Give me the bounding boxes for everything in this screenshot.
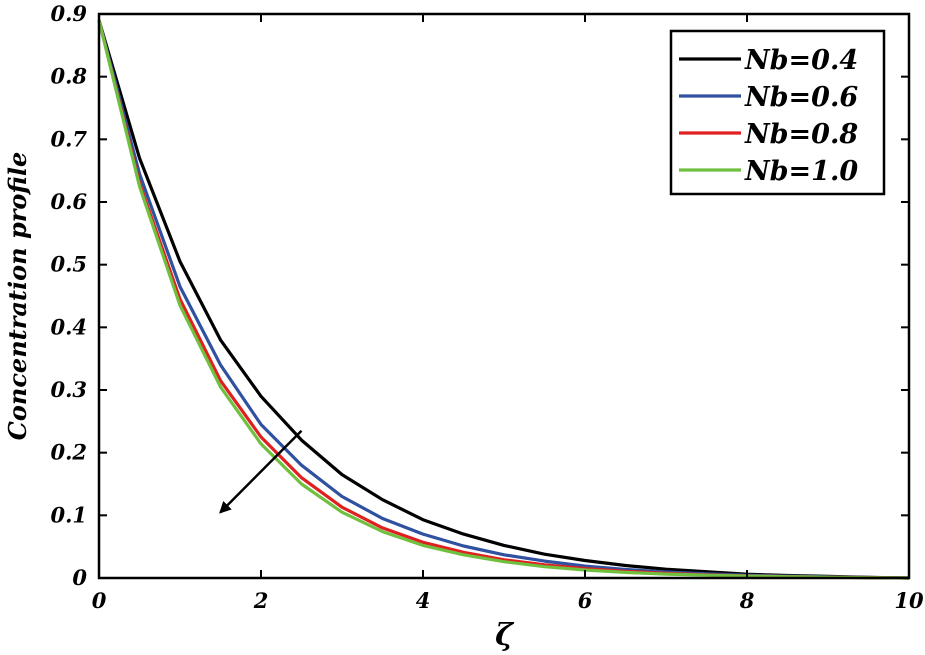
y-tick-label: 0.5 <box>50 252 87 277</box>
legend-label-4: Nb=1.0 <box>744 156 858 187</box>
y-tick-label: 0.6 <box>50 189 87 214</box>
y-tick-label: 0.1 <box>50 502 87 527</box>
x-tick-label: 8 <box>739 588 755 613</box>
y-tick-label: 0 <box>72 565 87 590</box>
axis-tick-labels: 0 2 4 6 8 10 0 0.1 0.2 0.3 0.4 0.5 0.6 0.7 0.8 0.9 <box>50 1 924 613</box>
y-tick-label: 0.8 <box>50 64 87 89</box>
x-tick-label: 0 <box>92 588 107 613</box>
x-tick-label: 6 <box>578 588 593 613</box>
y-tick-label: 0.4 <box>50 314 87 339</box>
legend: Nb=0.4 Nb=0.6 Nb=0.8 Nb=1.0 <box>669 29 886 196</box>
legend-label-1: Nb=0.4 <box>744 45 858 76</box>
y-tick-label: 0.9 <box>50 1 87 26</box>
legend-label-3: Nb=0.8 <box>744 119 858 150</box>
x-tick-label: 2 <box>253 588 269 613</box>
trend-arrow <box>219 429 303 514</box>
y-tick-label: 0.2 <box>50 440 87 465</box>
plot-lines <box>97 19 910 580</box>
x-tick-label: 10 <box>894 588 924 613</box>
legend-label-2: Nb=0.6 <box>744 82 858 113</box>
series-line-4 <box>97 19 910 580</box>
plot-frame <box>97 12 911 580</box>
y-tick-label: 0.7 <box>50 126 87 151</box>
x-tick-label: 4 <box>416 588 431 613</box>
x-axis-label: ζ <box>495 618 515 653</box>
y-axis-label: Concentration profile <box>3 152 32 440</box>
axis-ticks <box>98 13 910 579</box>
y-tick-label: 0.3 <box>50 377 87 402</box>
